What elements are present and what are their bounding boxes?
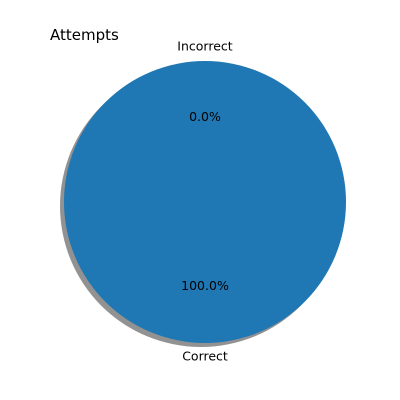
pie-slice-correct <box>64 61 346 343</box>
slice-label-correct: Correct <box>182 349 228 364</box>
chart-title: Attempts <box>50 26 119 44</box>
percent-label-incorrect: 0.0% <box>189 109 221 124</box>
slice-label-incorrect: Incorrect <box>177 38 232 53</box>
label-group: Correct 100.0% Incorrect 0.0% <box>177 38 232 363</box>
pie-group <box>60 61 346 347</box>
percent-label-correct: 100.0% <box>181 278 229 293</box>
